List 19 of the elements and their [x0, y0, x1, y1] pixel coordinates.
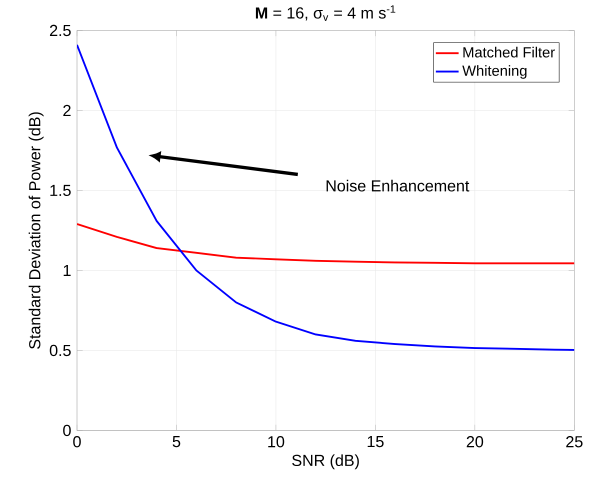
- x-tick-label: 25: [566, 436, 583, 448]
- y-tick-label: 2: [63, 104, 71, 116]
- x-tick-label: 20: [466, 436, 484, 448]
- x-axis-title: SNR (dB): [292, 454, 359, 469]
- y-tick-label: 0: [63, 424, 71, 436]
- legend-label: Whitening: [462, 64, 526, 79]
- legend-label: Matched Filter: [463, 46, 555, 58]
- y-axis-title: Standard Deviation of Power (dB): [28, 112, 44, 349]
- y-tick-label: 0.5: [50, 344, 71, 356]
- chart-title: M = 16, σ$_{v}$ = 4 m s$^{-1}$: [256, 5, 396, 21]
- x-tick-label: 0: [73, 436, 81, 448]
- y-tick-label: 1: [64, 264, 71, 276]
- annotation: Noise Enhancement: [326, 180, 470, 192]
- x-tick-label: 15: [368, 436, 384, 447]
- x-tick-label: 5: [172, 436, 180, 447]
- y-tick-label: 2.5: [50, 24, 71, 36]
- x-tick-label: 10: [268, 436, 284, 448]
- line-series: [77, 44, 574, 351]
- y-tick-label: 1.5: [50, 184, 71, 196]
